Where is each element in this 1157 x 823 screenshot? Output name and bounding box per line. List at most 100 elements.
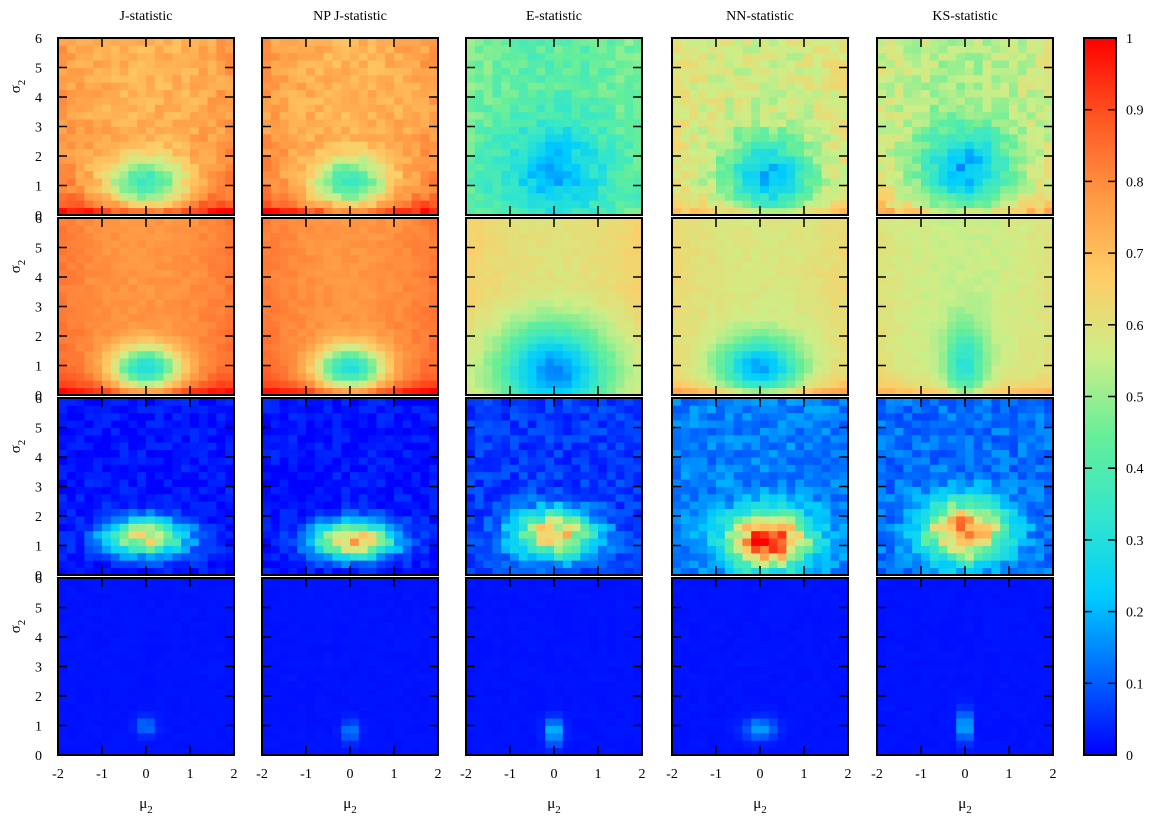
heatmap-cell — [947, 207, 957, 216]
heatmap-cell — [707, 284, 717, 293]
heatmap-cell — [501, 336, 511, 344]
heatmap-cell — [163, 45, 173, 54]
heatmap-cell — [982, 387, 992, 396]
heatmap-cell — [606, 247, 616, 256]
heatmap-cell — [768, 126, 778, 135]
heatmap-cell — [483, 111, 493, 120]
heatmap-cell — [323, 45, 333, 54]
heatmap-cell — [562, 148, 572, 157]
heatmap-cell — [965, 38, 975, 46]
heatmap-cell — [742, 141, 752, 150]
heatmap-cell — [571, 178, 581, 186]
heatmap-cell — [474, 254, 484, 263]
heatmap-cell — [768, 38, 778, 46]
heatmap-cell — [877, 178, 887, 186]
heatmap-cell — [119, 350, 129, 359]
heatmap-cell — [75, 232, 85, 241]
heatmap-cell — [84, 387, 94, 396]
heatmap-cell — [483, 262, 493, 271]
heatmap-cell — [956, 185, 966, 194]
heatmap-cell — [207, 126, 217, 135]
heatmap-cell — [929, 67, 939, 76]
heatmap-cell — [58, 336, 68, 344]
heatmap-cell — [742, 321, 752, 330]
heatmap-cell — [912, 52, 922, 61]
heatmap-cell — [724, 200, 734, 209]
heatmap-cell — [483, 170, 493, 179]
heatmap-cell — [1009, 247, 1019, 256]
heatmap-cell — [965, 156, 975, 164]
heatmap-cell — [877, 170, 887, 179]
heatmap-cell — [689, 163, 699, 172]
heatmap-cell — [562, 306, 572, 315]
heatmap-cell — [885, 141, 895, 150]
heatmap-cell — [110, 45, 120, 54]
heatmap-cell — [598, 38, 608, 46]
heatmap-cell — [698, 306, 708, 315]
heatmap-cell — [1044, 328, 1054, 337]
heatmap-cell — [306, 247, 316, 256]
heatmap-cell — [492, 299, 502, 307]
heatmap-cell — [571, 328, 581, 337]
heatmap-cell — [279, 52, 289, 61]
heatmap-cell — [938, 313, 948, 322]
heatmap-cell — [912, 97, 922, 105]
heatmap-cell — [128, 262, 138, 271]
heatmap-cell — [982, 200, 992, 209]
heatmap-cell — [119, 133, 129, 142]
heatmap-cell — [1044, 262, 1054, 271]
heatmap-cell — [154, 200, 164, 209]
heatmap-cell — [163, 254, 173, 263]
heatmap-cell — [262, 372, 272, 381]
heatmap-cell — [947, 126, 957, 135]
heatmap-cell — [689, 200, 699, 209]
heatmap-cell — [527, 225, 537, 234]
heatmap-cell — [190, 343, 200, 352]
heatmap-cell — [633, 200, 643, 209]
heatmap-cell — [903, 240, 913, 248]
heatmap-cell — [501, 141, 511, 150]
heatmap-cell — [518, 141, 528, 150]
heatmap-cell — [991, 192, 1001, 201]
heatmap-cell — [172, 133, 182, 142]
heatmap-cell — [672, 328, 682, 337]
heatmap-cell — [733, 207, 743, 216]
heatmap-cell — [137, 277, 147, 285]
heatmap-cell — [501, 200, 511, 209]
heatmap-cell — [358, 365, 368, 374]
heatmap-cell — [411, 133, 421, 142]
heatmap-cell — [795, 218, 805, 226]
heatmap-cell — [965, 232, 975, 241]
heatmap-cell — [830, 277, 840, 285]
heatmap-cell — [716, 178, 726, 186]
heatmap-cell — [804, 262, 814, 271]
heatmap-cell — [598, 387, 608, 396]
heatmap-cell — [163, 111, 173, 120]
heatmap-cell — [804, 225, 814, 234]
heatmap-cell — [947, 170, 957, 179]
heatmap-cell — [768, 218, 778, 226]
heatmap-cell — [760, 60, 770, 68]
heatmap-cell — [216, 358, 226, 366]
heatmap-cell — [545, 170, 555, 179]
heatmap-cell — [698, 104, 708, 113]
heatmap-cell — [633, 207, 643, 216]
heatmap-cell — [385, 372, 395, 381]
heatmap-cell — [376, 97, 386, 105]
heatmap-cell — [163, 74, 173, 83]
heatmap-cell — [376, 178, 386, 186]
heatmap-cell — [314, 207, 324, 216]
heatmap-cell — [429, 141, 439, 150]
heatmap-cell — [1009, 387, 1019, 396]
heatmap-cell — [1000, 111, 1010, 120]
heatmap-cell — [172, 328, 182, 337]
heatmap-cell — [411, 350, 421, 359]
heatmap-cell — [341, 60, 351, 68]
heatmap-cell — [1044, 200, 1054, 209]
heatmap-cell — [510, 313, 520, 322]
heatmap-cell — [624, 185, 634, 194]
heatmap-cell — [624, 163, 634, 172]
heatmap-cell — [991, 232, 1001, 241]
heatmap-cell — [912, 200, 922, 209]
